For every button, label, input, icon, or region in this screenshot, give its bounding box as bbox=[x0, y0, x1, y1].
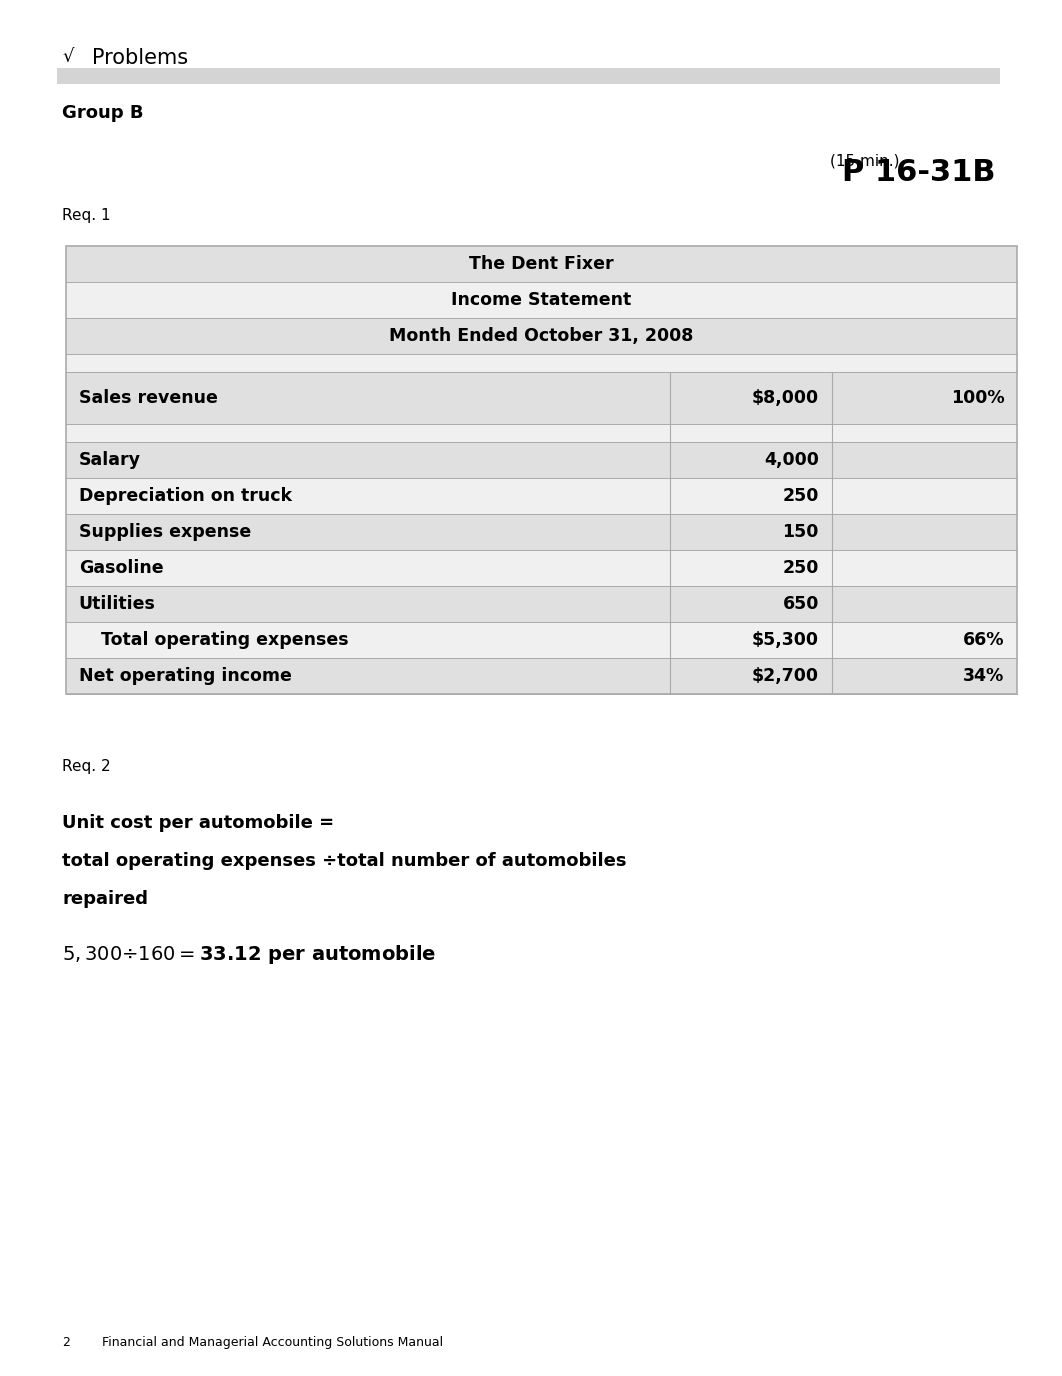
Bar bbox=[66, 354, 1017, 372]
Text: Income Statement: Income Statement bbox=[451, 290, 632, 310]
Bar bbox=[66, 372, 1017, 424]
Text: $2,700: $2,700 bbox=[752, 667, 819, 685]
Text: Utilities: Utilities bbox=[79, 594, 156, 612]
Text: $8,000: $8,000 bbox=[752, 389, 819, 407]
Text: Group B: Group B bbox=[62, 105, 143, 122]
Text: 66%: 66% bbox=[963, 632, 1005, 649]
Text: Supplies expense: Supplies expense bbox=[79, 523, 251, 541]
Text: repaired: repaired bbox=[62, 890, 148, 908]
Text: total operating expenses ÷total number of automobiles: total operating expenses ÷total number o… bbox=[62, 852, 627, 870]
Bar bbox=[66, 622, 1017, 658]
Text: Sales revenue: Sales revenue bbox=[79, 389, 218, 407]
Text: (15 min.): (15 min.) bbox=[830, 153, 900, 168]
Bar bbox=[66, 424, 1017, 442]
Bar bbox=[66, 550, 1017, 586]
Bar bbox=[66, 515, 1017, 550]
Text: Req. 1: Req. 1 bbox=[62, 208, 110, 223]
Text: Req. 2: Req. 2 bbox=[62, 760, 110, 773]
Bar bbox=[57, 67, 1000, 84]
Text: 250: 250 bbox=[783, 559, 819, 577]
Bar bbox=[66, 442, 1017, 477]
Text: Gasoline: Gasoline bbox=[79, 559, 164, 577]
Text: Month Ended October 31, 2008: Month Ended October 31, 2008 bbox=[390, 327, 693, 345]
Text: P 16-31B: P 16-31B bbox=[841, 158, 995, 187]
Text: 250: 250 bbox=[783, 487, 819, 505]
Bar bbox=[66, 246, 1017, 694]
Text: 150: 150 bbox=[783, 523, 819, 541]
Text: 34%: 34% bbox=[963, 667, 1005, 685]
Text: Problems: Problems bbox=[92, 48, 188, 67]
Text: Total operating expenses: Total operating expenses bbox=[101, 632, 348, 649]
Text: $5,300 ÷160 = $33.12 per automobile: $5,300 ÷160 = $33.12 per automobile bbox=[62, 943, 436, 966]
Text: Depreciation on truck: Depreciation on truck bbox=[79, 487, 292, 505]
Bar bbox=[66, 586, 1017, 622]
Bar bbox=[66, 318, 1017, 354]
Text: √: √ bbox=[62, 48, 73, 66]
Text: 650: 650 bbox=[783, 594, 819, 612]
Text: Salary: Salary bbox=[79, 451, 141, 469]
Bar bbox=[66, 658, 1017, 694]
Text: The Dent Fixer: The Dent Fixer bbox=[469, 255, 614, 272]
Text: Financial and Managerial Accounting Solutions Manual: Financial and Managerial Accounting Solu… bbox=[102, 1336, 443, 1348]
Text: Net operating income: Net operating income bbox=[79, 667, 292, 685]
Bar bbox=[66, 246, 1017, 282]
Text: $5,300: $5,300 bbox=[752, 632, 819, 649]
Bar bbox=[66, 282, 1017, 318]
Text: 100%: 100% bbox=[950, 389, 1005, 407]
Text: 2: 2 bbox=[62, 1336, 70, 1348]
Text: Unit cost per automobile =: Unit cost per automobile = bbox=[62, 815, 335, 832]
Bar bbox=[66, 477, 1017, 515]
Text: 4,000: 4,000 bbox=[764, 451, 819, 469]
